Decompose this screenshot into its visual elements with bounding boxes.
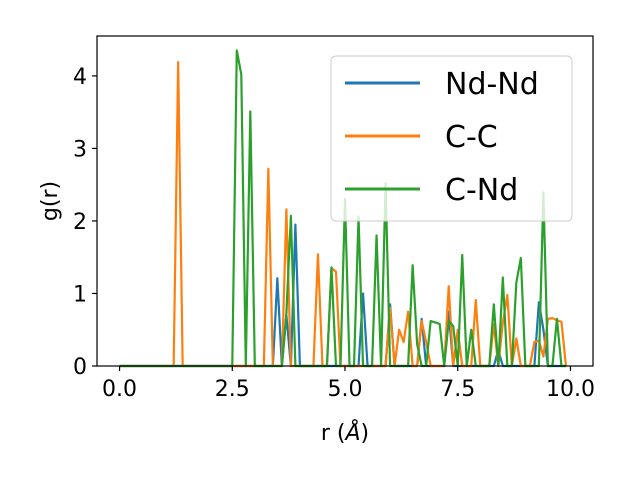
y-tick-label: 3 <box>73 137 87 162</box>
legend-label-nd-nd: Nd-Nd <box>445 67 539 102</box>
x-tick-label: 7.5 <box>440 377 475 402</box>
x-axis: 0.0 2.5 5.0 7.5 10.0 <box>102 366 595 402</box>
y-tick-label: 4 <box>73 65 87 90</box>
legend-frame <box>330 55 573 222</box>
x-tick-label: 10.0 <box>546 377 595 402</box>
legend-label-c-nd: C-Nd <box>445 173 518 208</box>
legend-label-c-c: C-C <box>445 120 498 155</box>
x-tick-label: 2.5 <box>215 377 250 402</box>
y-tick-label: 2 <box>73 210 87 235</box>
y-tick-label: 1 <box>73 282 87 307</box>
legend: Nd-Nd C-C C-Nd <box>330 55 573 222</box>
x-axis-label: r (Å) <box>321 419 369 446</box>
y-axis-label: g(r) <box>38 181 63 221</box>
x-tick-label: 0.0 <box>102 377 137 402</box>
y-tick-label: 0 <box>73 355 87 380</box>
x-tick-label: 5.0 <box>328 377 363 402</box>
y-axis: 0 1 2 3 4 <box>73 65 97 380</box>
